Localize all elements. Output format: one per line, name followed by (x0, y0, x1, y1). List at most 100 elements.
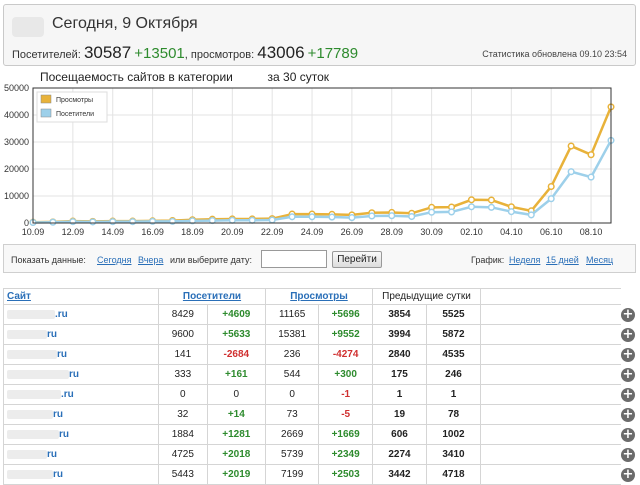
site-link[interactable]: .ru (61, 389, 74, 400)
site-link[interactable]: ru (53, 469, 63, 480)
data-point (587, 151, 595, 159)
data-point (448, 208, 456, 216)
visitors-label: Посетителей: (12, 49, 81, 61)
data-point (587, 173, 595, 181)
visitors-total: 30587 (83, 43, 132, 62)
table-row: ru 4725 +2018 5739 +2349 2274 3410 (3, 444, 621, 465)
visitors-delta-cell: +4609 (206, 304, 267, 325)
plus-circle-icon[interactable]: + (621, 447, 635, 462)
visitors-cell: 9600 (158, 324, 208, 345)
x-tick-label: 28.09 (380, 227, 403, 237)
site-link[interactable]: ru (47, 449, 57, 460)
visitors-cell: 1884 (158, 424, 208, 445)
plus-circle-icon[interactable]: + (621, 427, 635, 442)
data-point (89, 218, 97, 226)
plot-border (32, 87, 612, 224)
visitors-delta-cell: +161 (206, 364, 267, 385)
date-input[interactable] (261, 250, 327, 268)
month-link[interactable]: Месяц (586, 255, 614, 265)
plus-circle-icon[interactable]: + (621, 307, 635, 322)
views-cell: 15381 (264, 324, 320, 345)
site-cell[interactable]: ru (3, 324, 159, 345)
site-cell[interactable]: ru (3, 344, 159, 365)
site-link[interactable]: ru (53, 409, 63, 420)
update-timestamp: Статистика обновлена 09.10 23:54 (482, 49, 627, 59)
plus-circle-icon[interactable]: + (621, 347, 635, 362)
prev-visitors-cell: 175 (372, 364, 427, 385)
today-link[interactable]: Сегодня (97, 255, 132, 265)
week-link[interactable]: Неделя (509, 255, 541, 265)
y-tick-label: 20000 (4, 164, 29, 174)
plus-circle-icon[interactable]: + (621, 467, 635, 482)
x-tick-label: 20.09 (221, 227, 244, 237)
site-cell[interactable]: ru (3, 424, 159, 445)
visitors-cell: 333 (158, 364, 208, 385)
x-tick-label: 26.09 (341, 227, 364, 237)
site-link[interactable]: .ru (55, 309, 68, 320)
data-point (368, 212, 376, 220)
prev-visitors-cell: 1 (372, 384, 427, 405)
hidden-site-name (7, 369, 69, 379)
x-tick-label: 24.09 (301, 227, 324, 237)
data-point (527, 211, 535, 219)
views-delta-cell: +1669 (318, 424, 373, 445)
plus-circle-icon[interactable]: + (621, 367, 635, 382)
x-tick-label: 12.09 (62, 227, 85, 237)
table-row: ru 1884 +1281 2669 +1669 606 1002 (3, 424, 621, 445)
views-cell: 5739 (264, 444, 320, 465)
data-point (487, 196, 495, 204)
site-link[interactable]: ru (59, 429, 69, 440)
plus-circle-icon[interactable]: + (621, 407, 635, 422)
data-point (288, 213, 296, 221)
views-cell: 236 (264, 344, 320, 365)
prev-views-cell: 4535 (426, 344, 481, 365)
site-link[interactable]: ru (57, 349, 67, 360)
views-delta-cell: -1 (318, 384, 373, 405)
x-tick-label: 18.09 (181, 227, 204, 237)
hidden-site-name (7, 409, 53, 419)
legend-swatch (40, 108, 52, 118)
legend-swatch (40, 94, 52, 104)
views-cell: 11165 (264, 304, 320, 325)
views-delta-cell: -5 (318, 404, 373, 425)
data-point (507, 208, 515, 216)
chart-title-suffix: за 30 суток (267, 70, 330, 84)
plus-circle-icon[interactable]: + (621, 387, 635, 402)
plus-circle-icon[interactable]: + (621, 327, 635, 342)
site-cell[interactable]: ru (3, 364, 159, 385)
hidden-site-name (7, 329, 47, 339)
visitors-column-header[interactable]: Посетители (158, 288, 266, 305)
visitors-delta-cell: -2684 (206, 344, 267, 365)
legend-label: Просмотры (56, 97, 93, 104)
views-column-header[interactable]: Просмотры (265, 288, 373, 305)
visitors-cell: 4725 (158, 444, 208, 465)
site-cell[interactable]: ru (3, 444, 159, 465)
date-title: Сегодня, 9 Октября (52, 15, 198, 32)
y-tick-label: 10000 (4, 191, 29, 201)
data-point (328, 213, 336, 221)
x-tick-label: 06.10 (540, 227, 563, 237)
yesterday-link[interactable]: Вчера (138, 255, 164, 265)
site-link[interactable]: ru (69, 369, 79, 380)
site-cell[interactable]: ru (3, 464, 159, 485)
views-cell: 73 (264, 404, 320, 425)
data-point (248, 216, 256, 224)
y-tick-label: 50000 (4, 83, 29, 93)
x-tick-label: 16.09 (141, 227, 164, 237)
15-days-link[interactable]: 15 дней (546, 255, 579, 265)
prev-visitors-cell: 19 (372, 404, 427, 425)
table-row: ru 141 -2684 236 -4274 2840 4535 (3, 344, 621, 365)
go-button[interactable]: Перейти (332, 251, 382, 268)
graph-period-label: График: (471, 255, 505, 265)
data-point (487, 203, 495, 211)
site-cell[interactable]: .ru (3, 304, 159, 325)
date-controls-bar: Показать данные: Сегодня Вчера или выбер… (3, 244, 636, 273)
site-column-header[interactable]: Сайт (3, 288, 159, 305)
visitors-cell: 5443 (158, 464, 208, 485)
views-delta-cell: +300 (318, 364, 373, 385)
site-link[interactable]: ru (47, 329, 57, 340)
site-cell[interactable]: ru (3, 404, 159, 425)
x-tick-label: 02.10 (460, 227, 483, 237)
y-tick-label: 40000 (4, 110, 29, 120)
site-cell[interactable]: .ru (3, 384, 159, 405)
